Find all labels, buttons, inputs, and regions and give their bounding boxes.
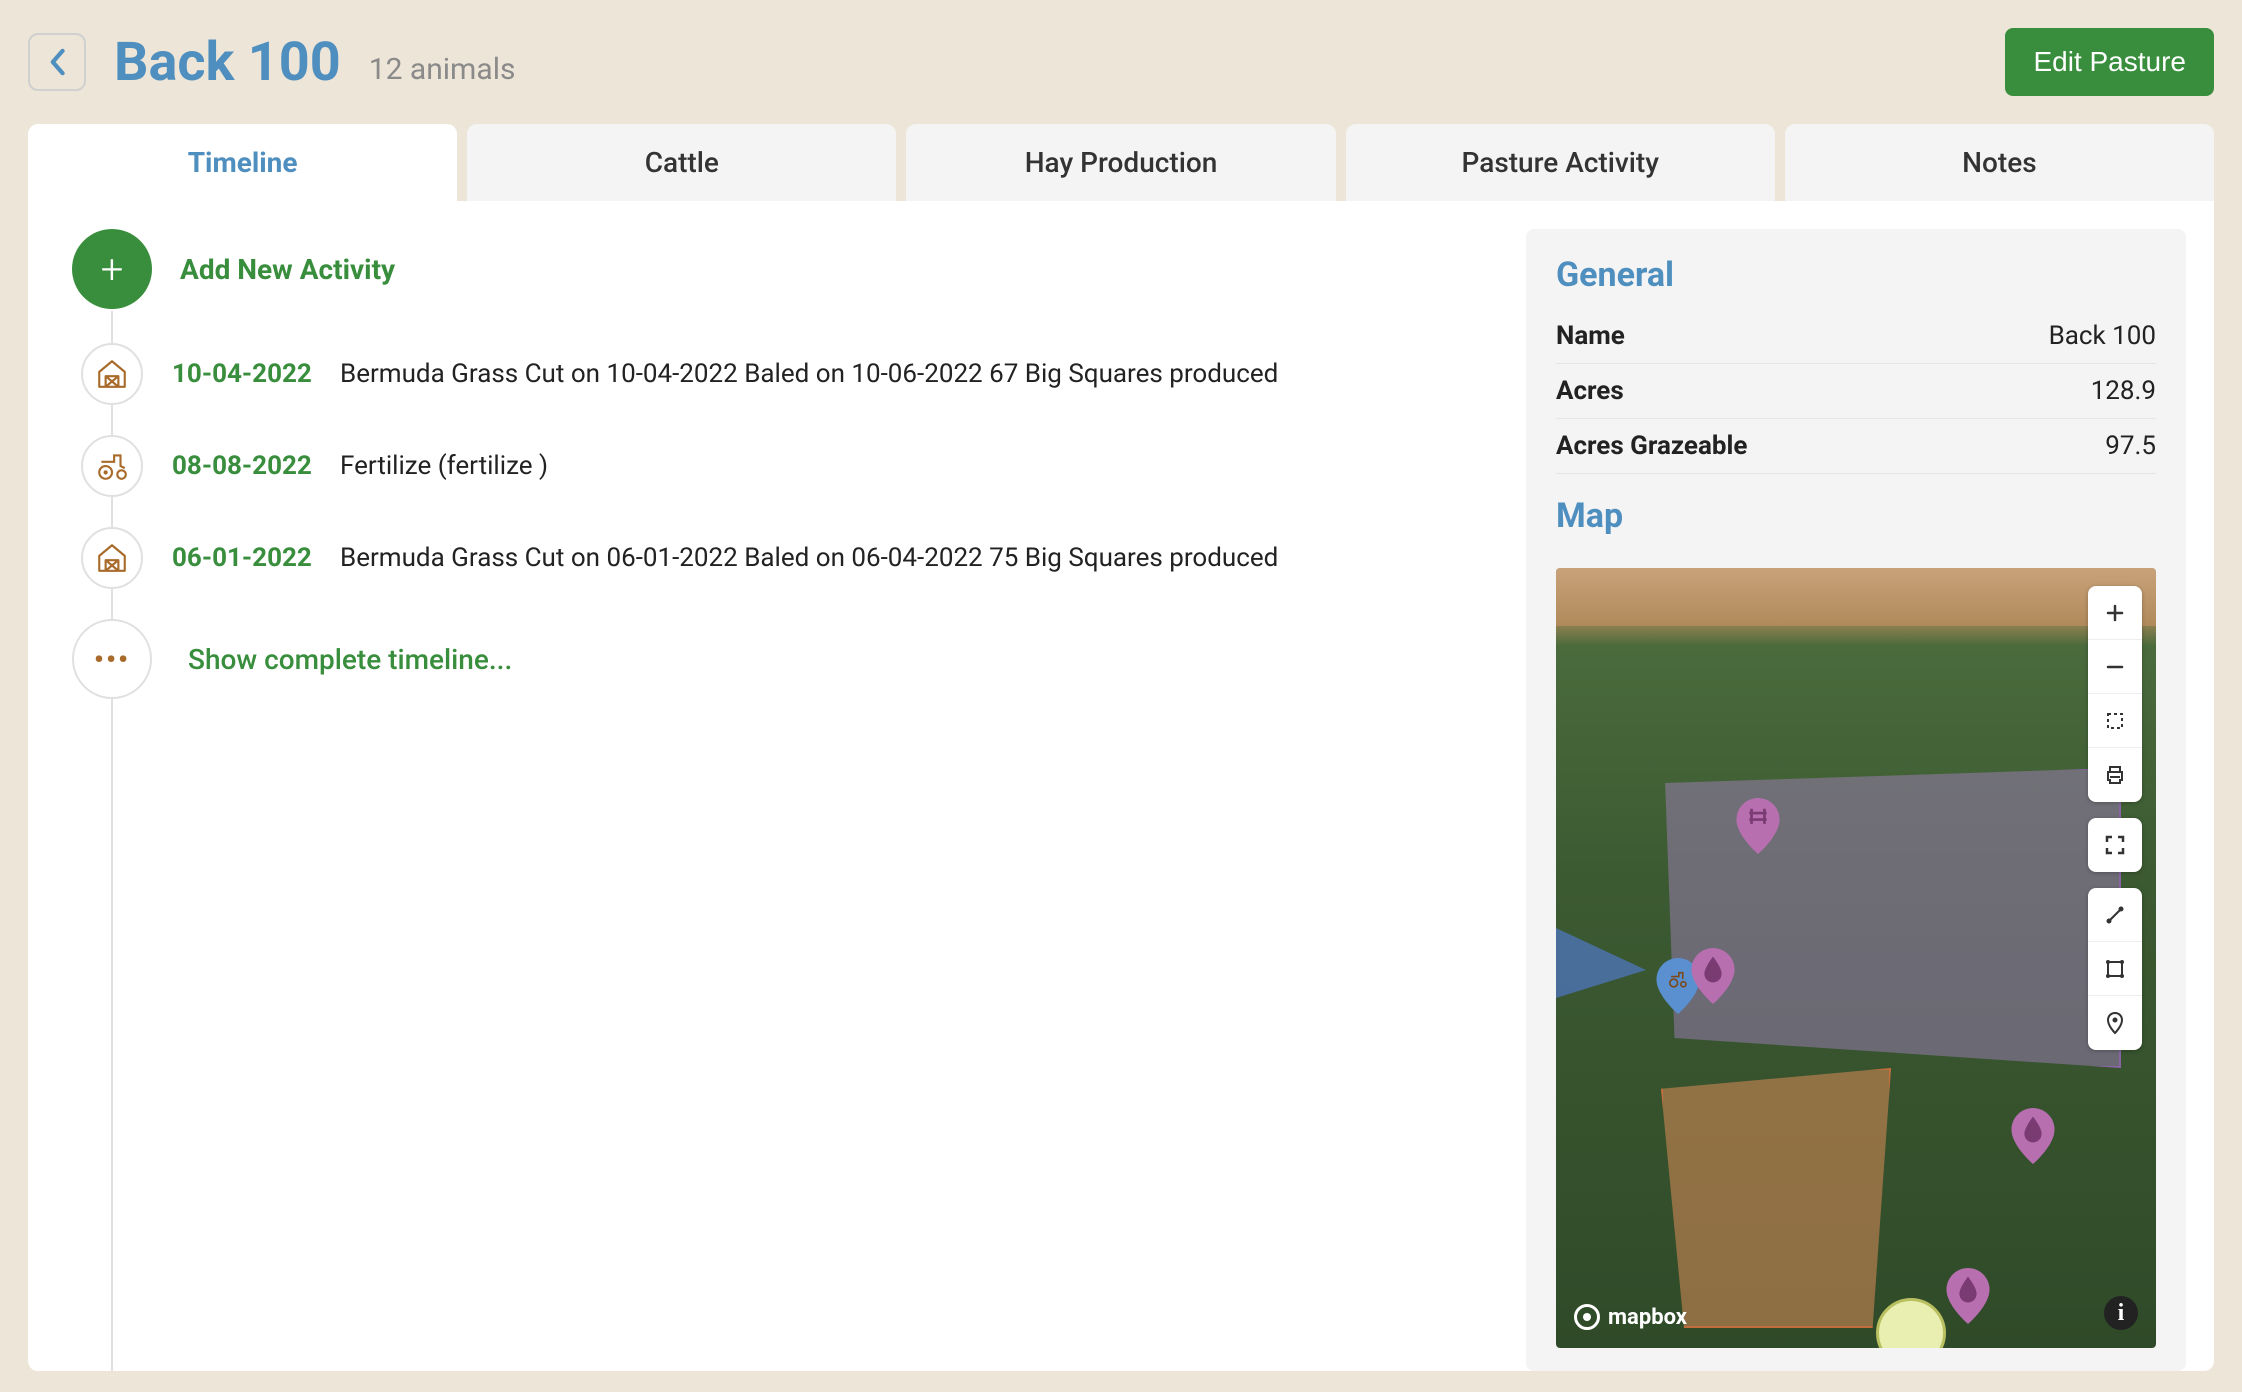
zoom-in-button[interactable] bbox=[2088, 586, 2142, 640]
show-complete-timeline-row[interactable]: ••• Show complete timeline... bbox=[72, 619, 1498, 699]
kv-val: Back 100 bbox=[2049, 321, 2156, 351]
select-area-button[interactable] bbox=[2088, 694, 2142, 748]
zoom-out-button[interactable] bbox=[2088, 640, 2142, 694]
tab-timeline[interactable]: Timeline bbox=[28, 124, 457, 201]
kv-val: 128.9 bbox=[2091, 376, 2156, 406]
general-row-acres-grazeable: Acres Grazeable 97.5 bbox=[1556, 419, 2156, 474]
animal-count: 12 animals bbox=[369, 52, 516, 87]
kv-key: Name bbox=[1556, 321, 1625, 351]
barn-icon bbox=[81, 527, 143, 589]
add-activity-label: Add New Activity bbox=[180, 253, 395, 286]
timeline-column: + Add New Activity 10-04-2022 Bermuda Gr… bbox=[56, 229, 1498, 1371]
tractor-icon bbox=[81, 435, 143, 497]
timeline-date: 10-04-2022 bbox=[172, 359, 332, 389]
map[interactable]: mapbox i bbox=[1556, 568, 2156, 1348]
mapbox-logo-icon bbox=[1574, 1304, 1600, 1330]
timeline-desc: Fertilize (fertilize ) bbox=[340, 451, 548, 481]
map-marker-water[interactable] bbox=[1946, 1268, 1990, 1324]
general-row-acres: Acres 128.9 bbox=[1556, 364, 2156, 419]
tab-hay-production[interactable]: Hay Production bbox=[906, 124, 1335, 201]
map-control-group bbox=[2088, 888, 2142, 1050]
map-control-group bbox=[2088, 818, 2142, 872]
tab-notes[interactable]: Notes bbox=[1785, 124, 2214, 201]
polygon-tool-button[interactable] bbox=[2088, 942, 2142, 996]
add-activity-button[interactable]: + bbox=[72, 229, 152, 309]
timeline-date: 08-08-2022 bbox=[172, 451, 332, 481]
sidebar: General Name Back 100 Acres 128.9 Acres … bbox=[1526, 229, 2186, 1371]
map-parcel[interactable] bbox=[1661, 1068, 1891, 1328]
map-info-button[interactable]: i bbox=[2104, 1296, 2138, 1330]
add-activity-row[interactable]: + Add New Activity bbox=[72, 229, 1498, 309]
map-attribution-label: mapbox bbox=[1608, 1305, 1687, 1330]
page-title: Back 100 bbox=[114, 31, 341, 94]
back-button[interactable] bbox=[28, 33, 86, 91]
timeline-item[interactable]: 10-04-2022 Bermuda Grass Cut on 10-04-20… bbox=[72, 343, 1498, 405]
timeline-desc: Bermuda Grass Cut on 10-04-2022 Baled on… bbox=[340, 359, 1278, 389]
chevron-left-icon bbox=[48, 48, 66, 76]
map-marker-water[interactable] bbox=[1691, 948, 1735, 1004]
main-content: + Add New Activity 10-04-2022 Bermuda Gr… bbox=[28, 201, 2214, 1371]
general-row-name: Name Back 100 bbox=[1556, 309, 2156, 364]
map-marker-gate[interactable] bbox=[1736, 798, 1780, 854]
timeline-desc: Bermuda Grass Cut on 06-01-2022 Baled on… bbox=[340, 543, 1278, 573]
tab-pasture-activity[interactable]: Pasture Activity bbox=[1346, 124, 1775, 201]
plus-icon: + bbox=[101, 246, 124, 293]
map-river bbox=[1556, 568, 2156, 626]
line-tool-button[interactable] bbox=[2088, 888, 2142, 942]
more-icon: ••• bbox=[72, 619, 152, 699]
tab-cattle[interactable]: Cattle bbox=[467, 124, 896, 201]
ellipsis-icon: ••• bbox=[94, 643, 130, 676]
tabs-bar: Timeline Cattle Hay Production Pasture A… bbox=[0, 124, 2242, 201]
map-heading: Map bbox=[1556, 496, 2156, 536]
barn-icon bbox=[81, 343, 143, 405]
general-heading: General bbox=[1556, 255, 2156, 295]
map-controls bbox=[2088, 586, 2142, 1050]
kv-key: Acres Grazeable bbox=[1556, 431, 1747, 461]
kv-key: Acres bbox=[1556, 376, 1624, 406]
timeline-item[interactable]: 06-01-2022 Bermuda Grass Cut on 06-01-20… bbox=[72, 527, 1498, 589]
show-complete-timeline-link[interactable]: Show complete timeline... bbox=[188, 643, 512, 676]
map-parcel[interactable] bbox=[1651, 768, 2121, 1068]
pin-tool-button[interactable] bbox=[2088, 996, 2142, 1050]
fullscreen-button[interactable] bbox=[2088, 818, 2142, 872]
edit-pasture-button[interactable]: Edit Pasture bbox=[2005, 28, 2214, 96]
map-marker-water[interactable] bbox=[2011, 1108, 2055, 1164]
kv-val: 97.5 bbox=[2105, 431, 2156, 461]
map-attribution: mapbox bbox=[1574, 1304, 1687, 1330]
page-header: Back 100 12 animals Edit Pasture bbox=[0, 0, 2242, 124]
print-button[interactable] bbox=[2088, 748, 2142, 802]
timeline-date: 06-01-2022 bbox=[172, 543, 332, 573]
map-control-group bbox=[2088, 586, 2142, 802]
timeline-item[interactable]: 08-08-2022 Fertilize (fertilize ) bbox=[72, 435, 1498, 497]
